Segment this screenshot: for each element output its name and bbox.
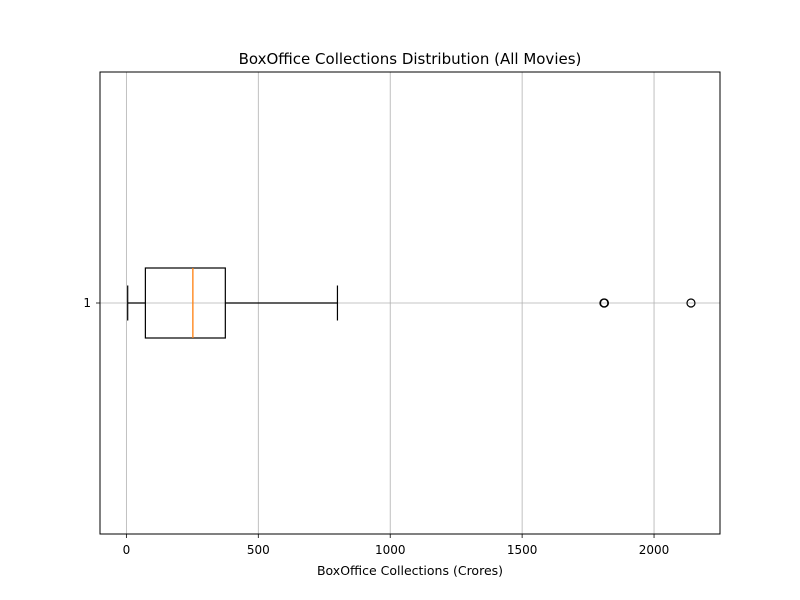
- grid: [100, 72, 720, 534]
- outlier-point: [599, 298, 610, 308]
- ticks: 0 500 1000 1500 2000 1: [83, 296, 669, 557]
- plot-marks: [127, 267, 696, 339]
- x-tick-label: 500: [247, 543, 270, 557]
- x-tick-label: 1000: [375, 543, 406, 557]
- x-tick-label: 0: [123, 543, 131, 557]
- x-axis-label: BoxOffice Collections (Crores): [317, 563, 503, 578]
- outlier-point: [686, 298, 696, 308]
- y-tick-label: 1: [83, 296, 91, 310]
- x-tick-label: 1500: [507, 543, 538, 557]
- chart-title: BoxOffice Collections Distribution (All …: [239, 50, 582, 68]
- box-iqr: [144, 267, 226, 339]
- x-tick-label: 2000: [639, 543, 670, 557]
